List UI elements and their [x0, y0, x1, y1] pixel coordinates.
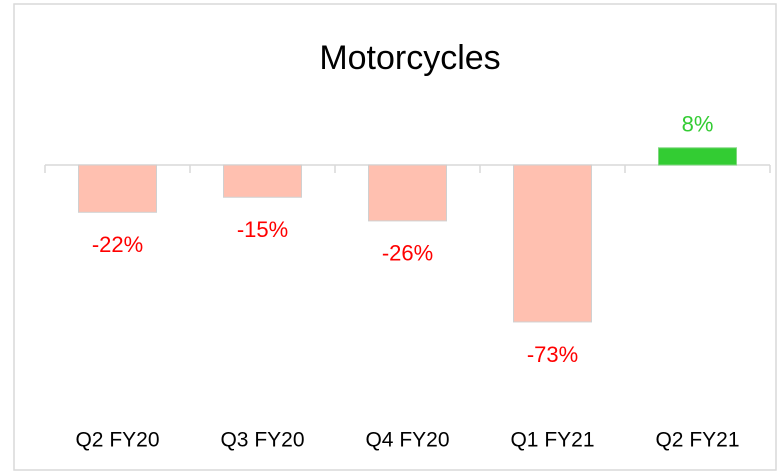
bar [368, 164, 447, 222]
x-tick-label: Q3 FY20 [220, 429, 304, 452]
bar [78, 164, 157, 213]
data-label: -15% [237, 217, 288, 242]
bar [513, 164, 592, 323]
x-tick-label: Q2 FY21 [655, 429, 739, 452]
data-label: -22% [92, 232, 143, 257]
x-tick-label: Q4 FY20 [365, 429, 449, 452]
bar [223, 164, 302, 198]
data-label: -73% [527, 342, 578, 367]
chart-title: Motorcycles [319, 39, 500, 77]
chart-border [13, 3, 777, 471]
data-label: 8% [682, 112, 714, 137]
x-tick-label: Q2 FY20 [75, 429, 159, 452]
data-label: -26% [382, 241, 433, 266]
bar [658, 147, 737, 166]
x-tick-label: Q1 FY21 [510, 429, 594, 452]
